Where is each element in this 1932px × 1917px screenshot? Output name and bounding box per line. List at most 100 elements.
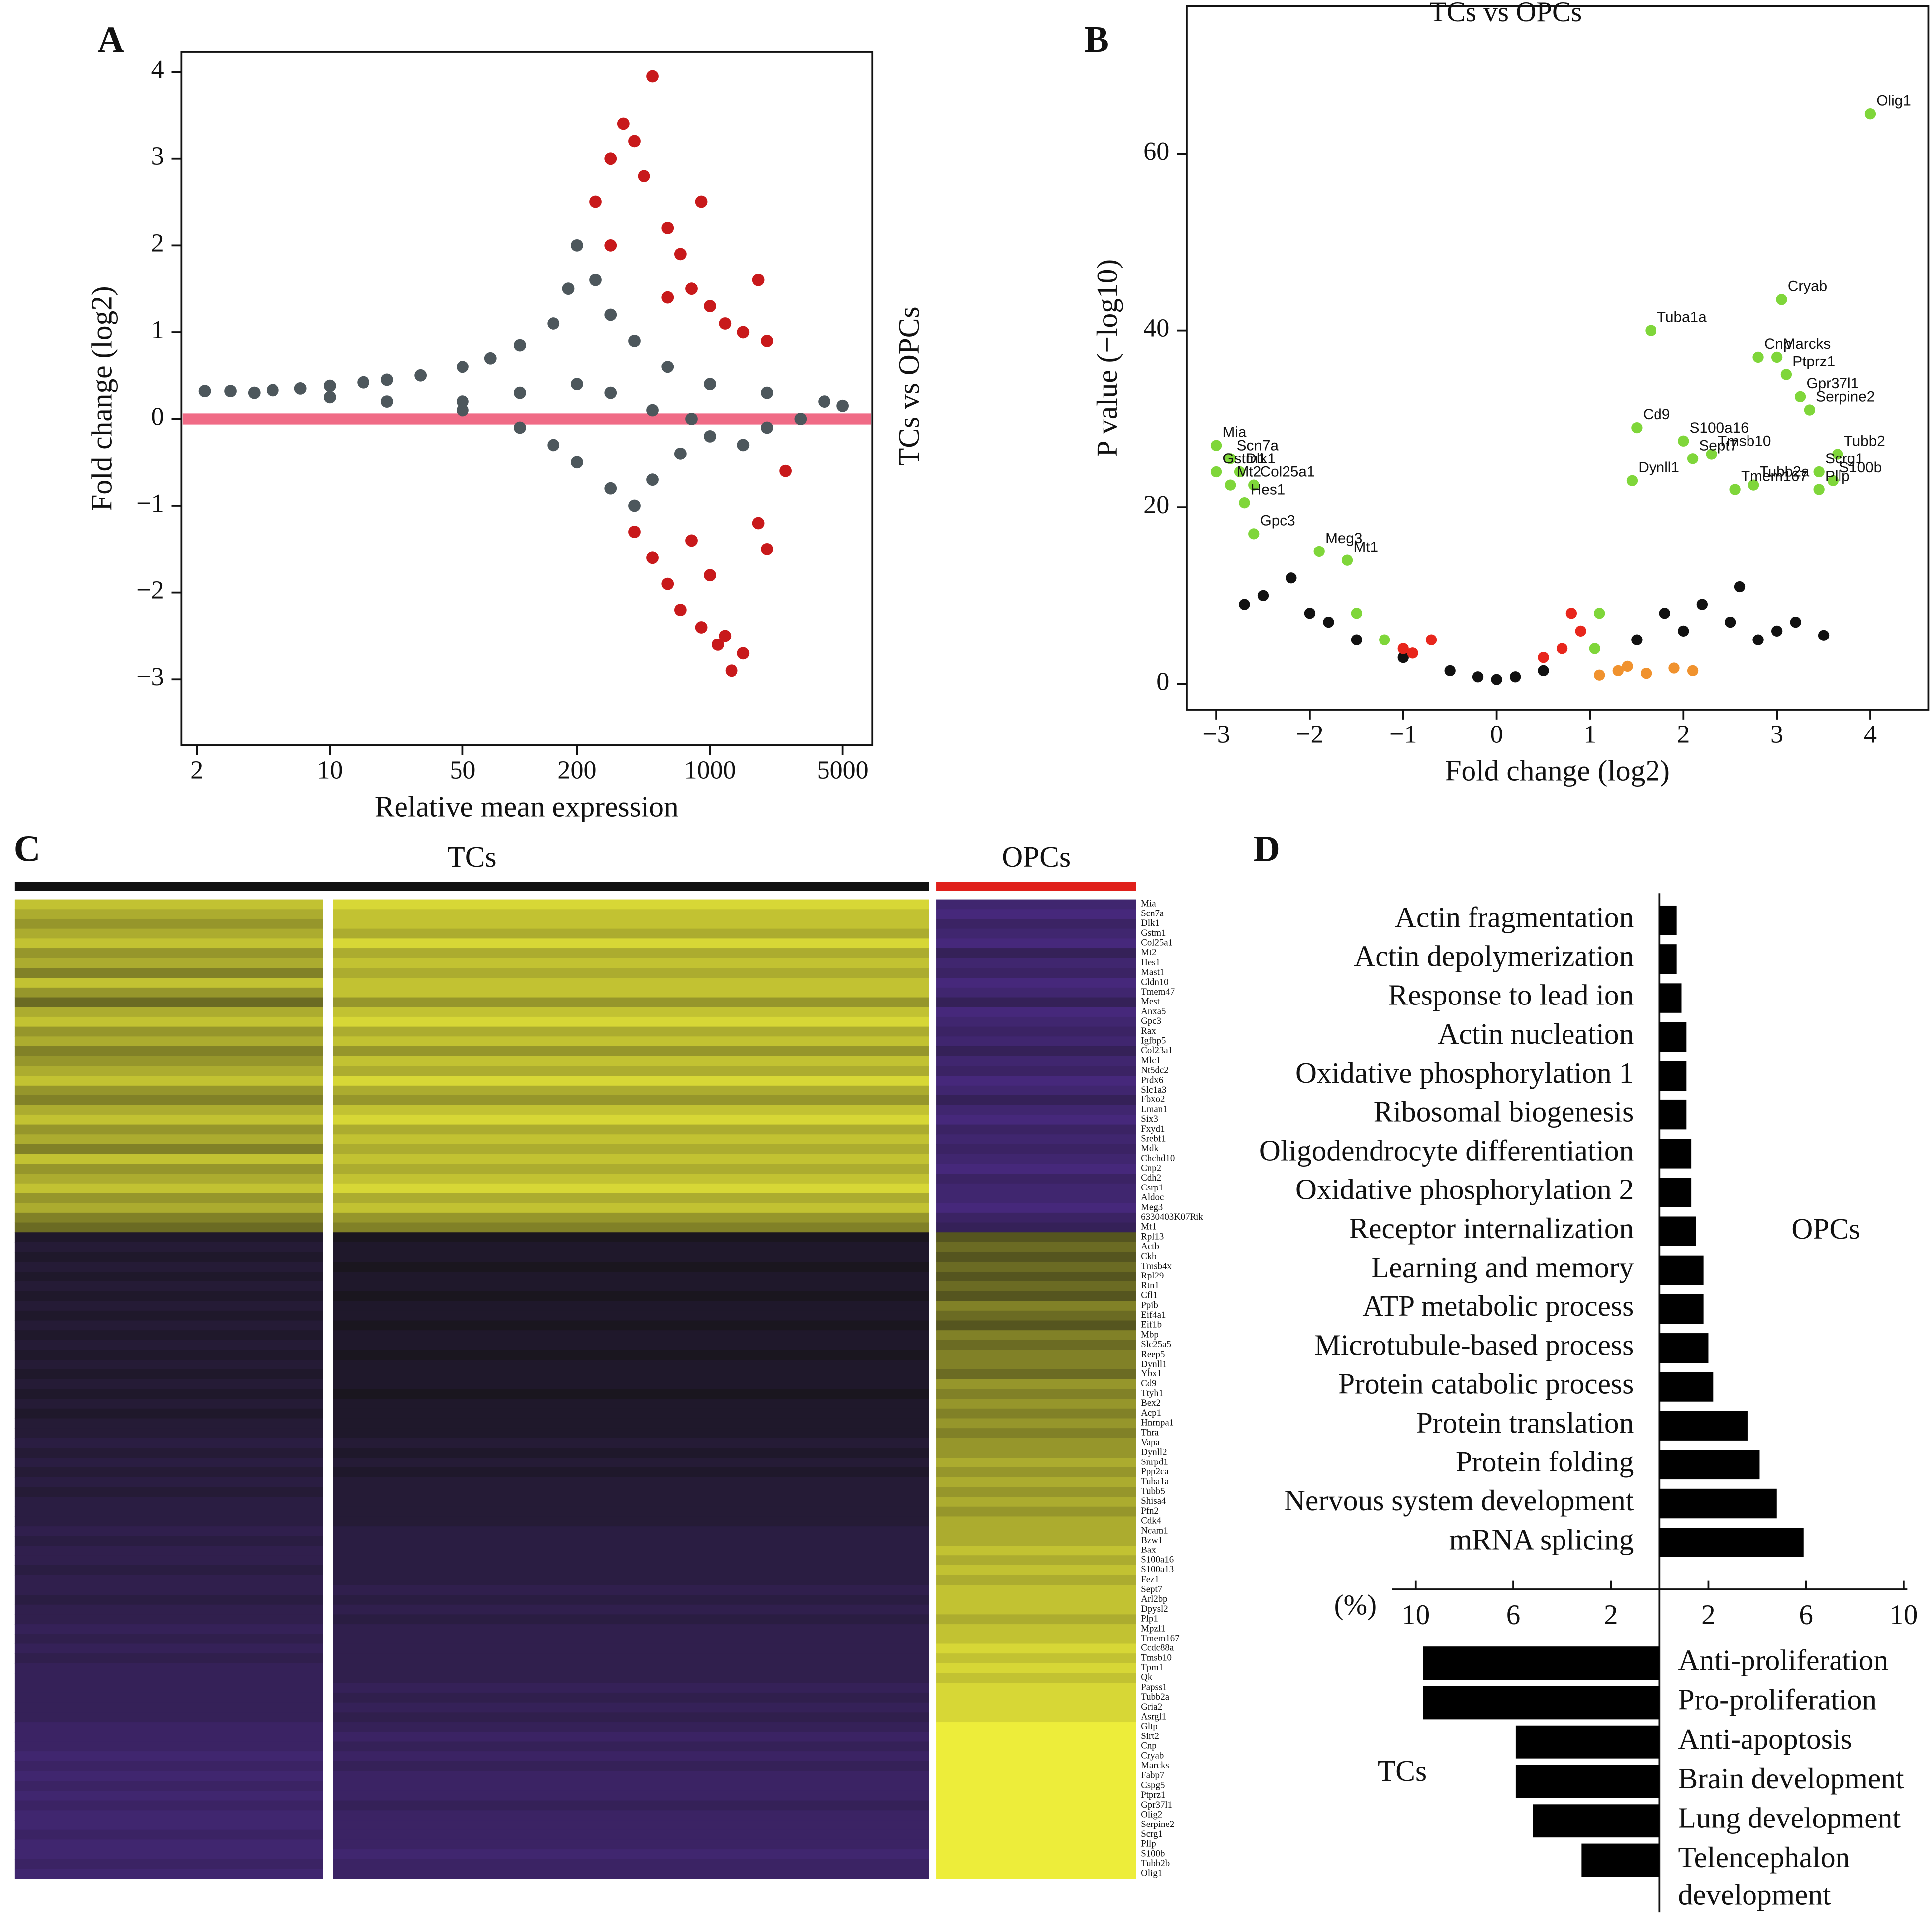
heatmap-cell <box>333 1575 929 1586</box>
row-label: Ppib <box>1141 1300 1158 1310</box>
heatmap-cell <box>936 1379 1136 1390</box>
heatmap-cell <box>936 938 1136 949</box>
heatmap-cell <box>14 1320 323 1331</box>
heatmap-cell <box>936 1604 1136 1615</box>
data-point <box>711 638 724 651</box>
data-point <box>1210 440 1222 451</box>
row-label: Hes1 <box>1141 957 1160 968</box>
row-label: S100a13 <box>1141 1564 1174 1575</box>
heatmap-cell <box>936 1781 1136 1791</box>
data-point <box>646 404 659 417</box>
heatmap-cell <box>14 909 323 919</box>
data-point <box>704 430 716 443</box>
data-point <box>1257 590 1269 601</box>
heatmap-cell <box>14 1565 323 1576</box>
data-point <box>1687 665 1699 676</box>
heatmap-cell <box>936 1741 1136 1752</box>
x-axis-label: Relative mean expression <box>375 790 679 822</box>
point-label: Pllp <box>1825 468 1850 485</box>
heatmap-cell <box>936 1007 1136 1017</box>
data-point <box>1813 484 1825 495</box>
x-tick-label: 0 <box>1490 720 1503 748</box>
row-label: Mt2 <box>1141 947 1156 958</box>
data-point <box>1286 572 1297 584</box>
heatmap-cell <box>14 1408 323 1419</box>
data-point <box>674 604 687 616</box>
y-tick-label: 0 <box>151 402 164 431</box>
heatmap-cell <box>14 1653 323 1664</box>
panel-label: C <box>14 828 41 869</box>
heatmap-cell <box>936 1467 1136 1478</box>
heatmap-cell <box>936 1212 1136 1223</box>
bar <box>1659 905 1677 935</box>
data-point <box>1239 497 1250 509</box>
data-point <box>1341 554 1353 566</box>
heatmap-cell <box>936 1634 1136 1644</box>
heatmap-cell <box>333 1751 929 1762</box>
data-point <box>414 369 427 382</box>
heatmap-cell <box>14 1134 323 1145</box>
row-label: Tubb5 <box>1141 1486 1165 1497</box>
heatmap-cell <box>333 1702 929 1713</box>
row-label: Ttyh1 <box>1141 1388 1163 1399</box>
heatmap-cell <box>936 1026 1136 1037</box>
heatmap-cell <box>333 1771 929 1781</box>
heatmap-cell <box>333 1242 929 1253</box>
group-bar <box>936 882 1136 891</box>
heatmap-cell <box>936 1340 1136 1351</box>
y-tick-label: 4 <box>151 55 164 84</box>
row-label: Gpr37l1 <box>1141 1800 1172 1810</box>
data-point <box>1538 652 1549 663</box>
data-point <box>562 282 575 295</box>
heatmap-cell <box>14 1222 323 1233</box>
heatmap-cell <box>936 1114 1136 1125</box>
row-label: 6330403K07Rik <box>1141 1212 1203 1222</box>
heatmap-cell <box>14 1262 323 1272</box>
heatmap-cell <box>333 918 929 929</box>
bar <box>1659 1178 1692 1207</box>
data-point <box>484 352 497 365</box>
heatmap-cell <box>14 1692 323 1703</box>
heatmap-cell <box>14 1369 323 1380</box>
heatmap-cell <box>333 1418 929 1429</box>
data-point <box>1565 608 1577 619</box>
bar <box>1659 1488 1777 1519</box>
data-point <box>604 386 617 399</box>
x-tick-label: 2 <box>1677 720 1690 748</box>
data-point <box>1706 449 1717 460</box>
row-label: Fez1 <box>1141 1574 1159 1585</box>
data-point <box>704 378 716 391</box>
heatmap-cell <box>936 1056 1136 1067</box>
heatmap-cell <box>333 1536 929 1547</box>
heatmap-cell <box>333 1408 929 1419</box>
data-point <box>589 195 602 208</box>
heatmap-cell <box>936 1722 1136 1733</box>
heatmap-cell <box>333 1144 929 1155</box>
data-point <box>761 334 773 347</box>
point-label: Dlk1 <box>1246 451 1275 467</box>
heatmap-cell <box>936 1164 1136 1174</box>
heatmap-cell <box>936 1389 1136 1399</box>
heatmap-cell <box>333 1212 929 1223</box>
row-label: Ckb <box>1141 1251 1156 1262</box>
heatmap-cell <box>14 978 323 988</box>
heatmap-cell <box>936 1800 1136 1811</box>
heatmap-cell <box>14 987 323 998</box>
row-label: Chchd10 <box>1141 1153 1175 1164</box>
heatmap-cell <box>14 1585 323 1595</box>
heatmap-cell <box>14 1702 323 1713</box>
heatmap-cell <box>333 1310 929 1321</box>
row-label: Col25a1 <box>1141 938 1173 948</box>
heatmap-cell <box>14 1330 323 1341</box>
row-label: Olig1 <box>1141 1868 1162 1879</box>
data-point <box>1622 660 1633 672</box>
row-label: Pfn2 <box>1141 1506 1159 1516</box>
x-tick-label: −1 <box>1389 720 1417 748</box>
data-point <box>836 399 849 412</box>
row-label: Ptprz1 <box>1141 1790 1165 1800</box>
heatmap-cell <box>14 1036 323 1047</box>
data-point <box>704 569 716 582</box>
data-point <box>380 395 393 408</box>
heatmap-cell <box>333 1330 929 1341</box>
heatmap-cell <box>14 958 323 969</box>
